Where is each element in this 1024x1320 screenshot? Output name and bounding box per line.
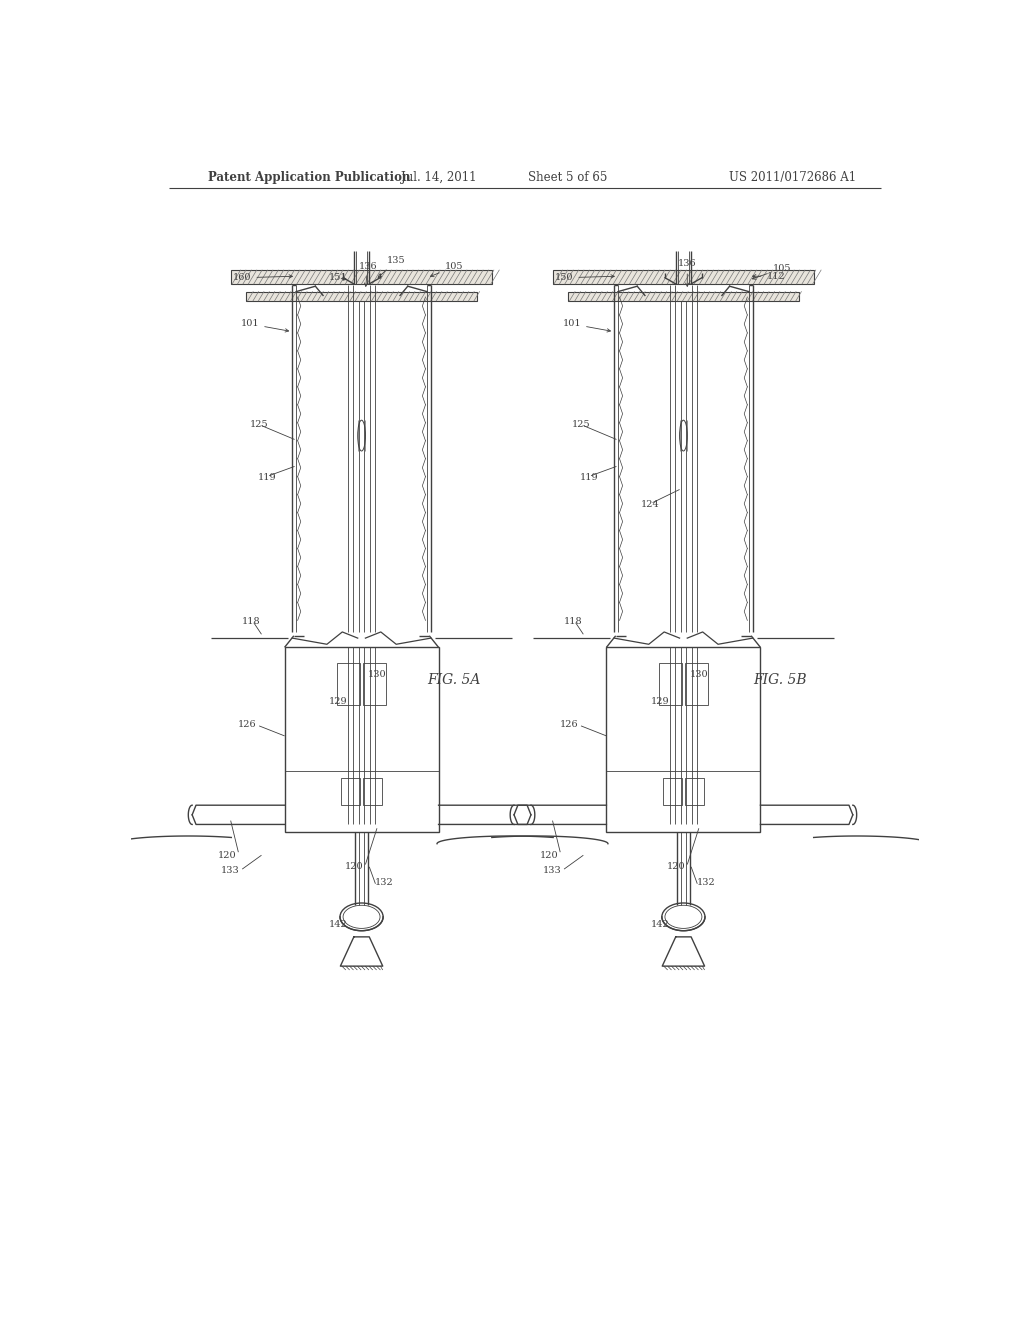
Bar [246, 292, 477, 301]
Text: 105: 105 [430, 263, 463, 277]
Text: 129: 129 [329, 697, 348, 706]
Text: 142: 142 [651, 920, 670, 929]
Text: 133: 133 [221, 866, 240, 875]
Text: 119: 119 [258, 474, 276, 482]
Bar [685, 663, 708, 705]
Text: 132: 132 [697, 878, 716, 887]
Bar [364, 663, 386, 705]
Text: Jul. 14, 2011: Jul. 14, 2011 [400, 172, 476, 185]
Bar [362, 779, 382, 805]
Text: 150: 150 [555, 273, 614, 282]
Text: 125: 125 [250, 420, 268, 429]
Bar [568, 292, 799, 301]
Text: 130: 130 [368, 669, 386, 678]
Text: 133: 133 [543, 866, 562, 875]
Bar [337, 663, 360, 705]
Text: 142: 142 [329, 920, 348, 929]
Text: FIG. 5A: FIG. 5A [427, 673, 480, 688]
Text: 120: 120 [344, 862, 364, 871]
Text: 120: 120 [667, 862, 685, 871]
Text: 126: 126 [239, 719, 257, 729]
Text: 101: 101 [562, 319, 610, 333]
Text: 132: 132 [375, 878, 394, 887]
Ellipse shape [680, 420, 687, 451]
Bar [285, 647, 438, 832]
Bar [663, 779, 682, 805]
Text: 126: 126 [560, 719, 579, 729]
Text: 136: 136 [358, 261, 377, 286]
Bar [658, 663, 682, 705]
Text: 129: 129 [651, 697, 670, 706]
Text: 120: 120 [217, 851, 237, 859]
Text: 119: 119 [580, 474, 598, 482]
Text: 160: 160 [233, 273, 293, 282]
Text: 118: 118 [243, 616, 261, 626]
Text: 135: 135 [378, 256, 406, 277]
Text: 125: 125 [571, 420, 591, 429]
Bar [341, 779, 360, 805]
Text: 130: 130 [689, 669, 709, 678]
Text: 105: 105 [753, 264, 792, 280]
Ellipse shape [357, 420, 366, 451]
Bar [606, 647, 761, 832]
Bar [230, 271, 493, 284]
Text: 118: 118 [564, 616, 583, 626]
Text: 120: 120 [540, 851, 558, 859]
Text: Sheet 5 of 65: Sheet 5 of 65 [528, 172, 607, 185]
Text: 124: 124 [641, 500, 659, 510]
Bar [685, 779, 703, 805]
Text: 101: 101 [241, 319, 289, 333]
Text: 136: 136 [678, 260, 696, 286]
Text: 151: 151 [329, 273, 348, 282]
Bar [553, 271, 814, 284]
Text: US 2011/0172686 A1: US 2011/0172686 A1 [729, 172, 856, 185]
Text: 112: 112 [753, 272, 785, 281]
Text: Patent Application Publication: Patent Application Publication [208, 172, 410, 185]
Text: FIG. 5B: FIG. 5B [753, 673, 806, 688]
